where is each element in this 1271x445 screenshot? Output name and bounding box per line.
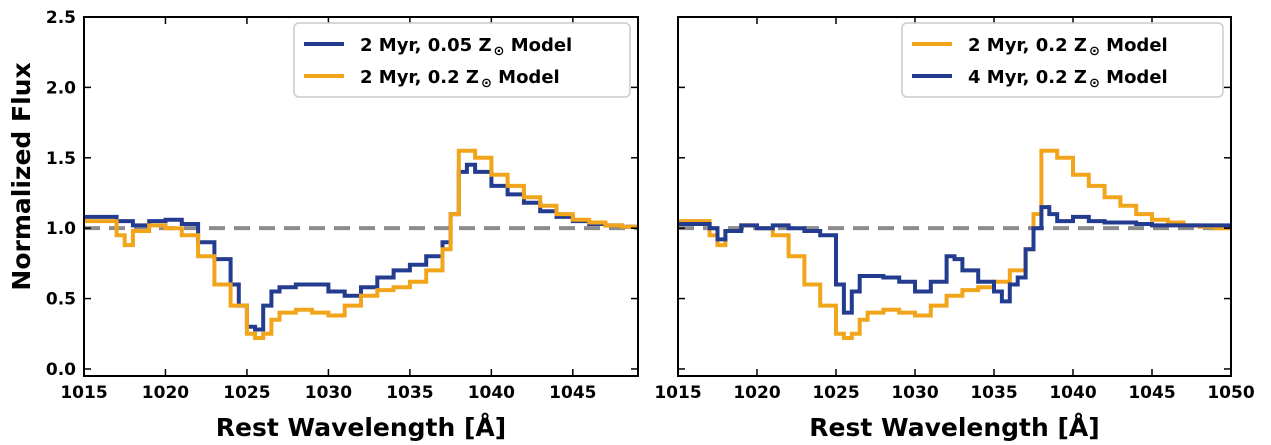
- chart-panel-left: 1015 1020 1025 1030 1035 1040 1045 0.0 0.5 1.0 1.5…: [7, 8, 639, 442]
- y-tick-label: 2.0: [46, 78, 76, 98]
- legend-entry-1-label-symbol: ⊙: [1089, 76, 1100, 91]
- x-tick-label: 1025: [812, 383, 859, 403]
- y-tick-label: 0.0: [46, 360, 76, 380]
- x-tick-label: 1035: [386, 383, 433, 403]
- x-tick-label: 1045: [1128, 383, 1175, 403]
- y-tick-label: 2.5: [46, 8, 76, 28]
- x-tick-label: 1015: [654, 383, 701, 403]
- legend-entry-0-label-tail: Model: [1100, 35, 1168, 56]
- series-line-blue: [678, 205, 1231, 315]
- legend-box: [293, 22, 631, 98]
- x-axis-title: Rest Wavelength [Å]: [216, 413, 506, 442]
- plot-frame: [83, 16, 639, 377]
- legend-entry-0-label: 2 Myr, 0.05 Z ⊙ Model: [360, 35, 572, 59]
- legend-entry-0-label-tail: Model: [504, 35, 572, 56]
- legend-entry-1-label: 2 Myr, 0.2 Z ⊙ Model: [360, 67, 560, 91]
- x-tick-label: 1045: [549, 383, 596, 403]
- legend-entry-1-label-main: 2 Myr, 0.2 Z: [360, 67, 479, 88]
- x-tick-label: 1020: [733, 383, 780, 403]
- legend-entry-0-label-main: 2 Myr, 0.2 Z: [968, 35, 1087, 56]
- x-axis-title: Rest Wavelength [Å]: [809, 413, 1099, 442]
- x-tick-label: 1025: [223, 383, 270, 403]
- x-tick-label: 1030: [305, 383, 352, 403]
- legend-entry-0-label-symbol: ⊙: [494, 44, 505, 59]
- series-line-orange: [84, 148, 638, 340]
- y-tick-label: 1.5: [46, 149, 76, 169]
- series-line-orange: [678, 148, 1231, 340]
- x-tick-label: 1015: [60, 383, 107, 403]
- chart-panel-right: 1015 1020 1025 1030 1035 1040 1045 1050 Rest Wav…: [654, 16, 1255, 442]
- legend-entry-1-label-main: 4 Myr, 0.2 Z: [968, 67, 1087, 88]
- x-tick-label: 1040: [1049, 383, 1096, 403]
- legend-entry-0-label-symbol: ⊙: [1089, 44, 1100, 59]
- x-tick-label: 1040: [468, 383, 515, 403]
- plot-frame: [677, 16, 1232, 377]
- legend-box: [901, 22, 1224, 98]
- legend-entry-0-label-main: 2 Myr, 0.05 Z: [360, 35, 492, 56]
- x-tick-label: 1030: [891, 383, 938, 403]
- x-tick-label: 1050: [1207, 383, 1254, 403]
- y-axis-title: Normalized Flux: [7, 62, 36, 290]
- y-tick-label: 1.0: [46, 219, 76, 239]
- legend-entry-1-label-tail: Model: [1100, 67, 1168, 88]
- legend-entry-1-label: 4 Myr, 0.2 Z ⊙ Model: [968, 67, 1168, 91]
- y-tick-label: 0.5: [46, 290, 76, 310]
- x-tick-label: 1020: [142, 383, 189, 403]
- legend-entry-0-label: 2 Myr, 0.2 Z ⊙ Model: [968, 35, 1168, 59]
- x-tick-label: 1035: [970, 383, 1017, 403]
- legend-entry-1-label-symbol: ⊙: [481, 76, 492, 91]
- legend-entry-1-label-tail: Model: [492, 67, 560, 88]
